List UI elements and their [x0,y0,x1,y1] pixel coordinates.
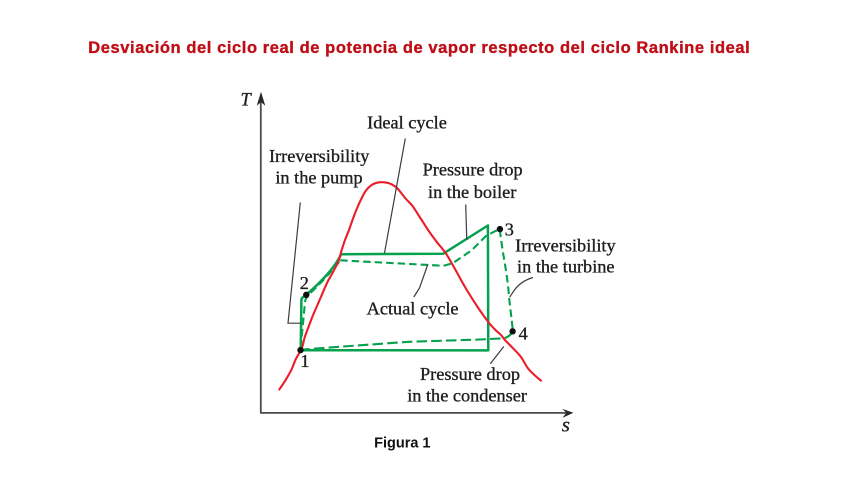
svg-text:in the boiler: in the boiler [428,182,516,202]
svg-text:Pressure drop: Pressure drop [423,160,523,180]
svg-text:Irreversibility: Irreversibility [269,146,370,166]
svg-text:in the condenser: in the condenser [407,386,527,406]
svg-text:s: s [562,412,570,436]
svg-text:Pressure drop: Pressure drop [420,364,520,384]
svg-text:4: 4 [519,324,528,344]
svg-text:2: 2 [300,273,309,293]
svg-text:in the pump: in the pump [275,167,362,187]
svg-text:Actual cycle: Actual cycle [367,298,459,318]
svg-text:1: 1 [300,351,309,371]
svg-text:T: T [241,91,253,111]
svg-text:Ideal cycle: Ideal cycle [367,113,447,133]
svg-text:in the turbine: in the turbine [517,256,614,276]
svg-text:Figura 1: Figura 1 [374,436,430,452]
svg-text:3: 3 [505,220,514,240]
svg-text:Desviación del ciclo real de p: Desviación del ciclo real de potencia de… [88,39,750,57]
svg-text:Irreversibility: Irreversibility [515,235,616,255]
